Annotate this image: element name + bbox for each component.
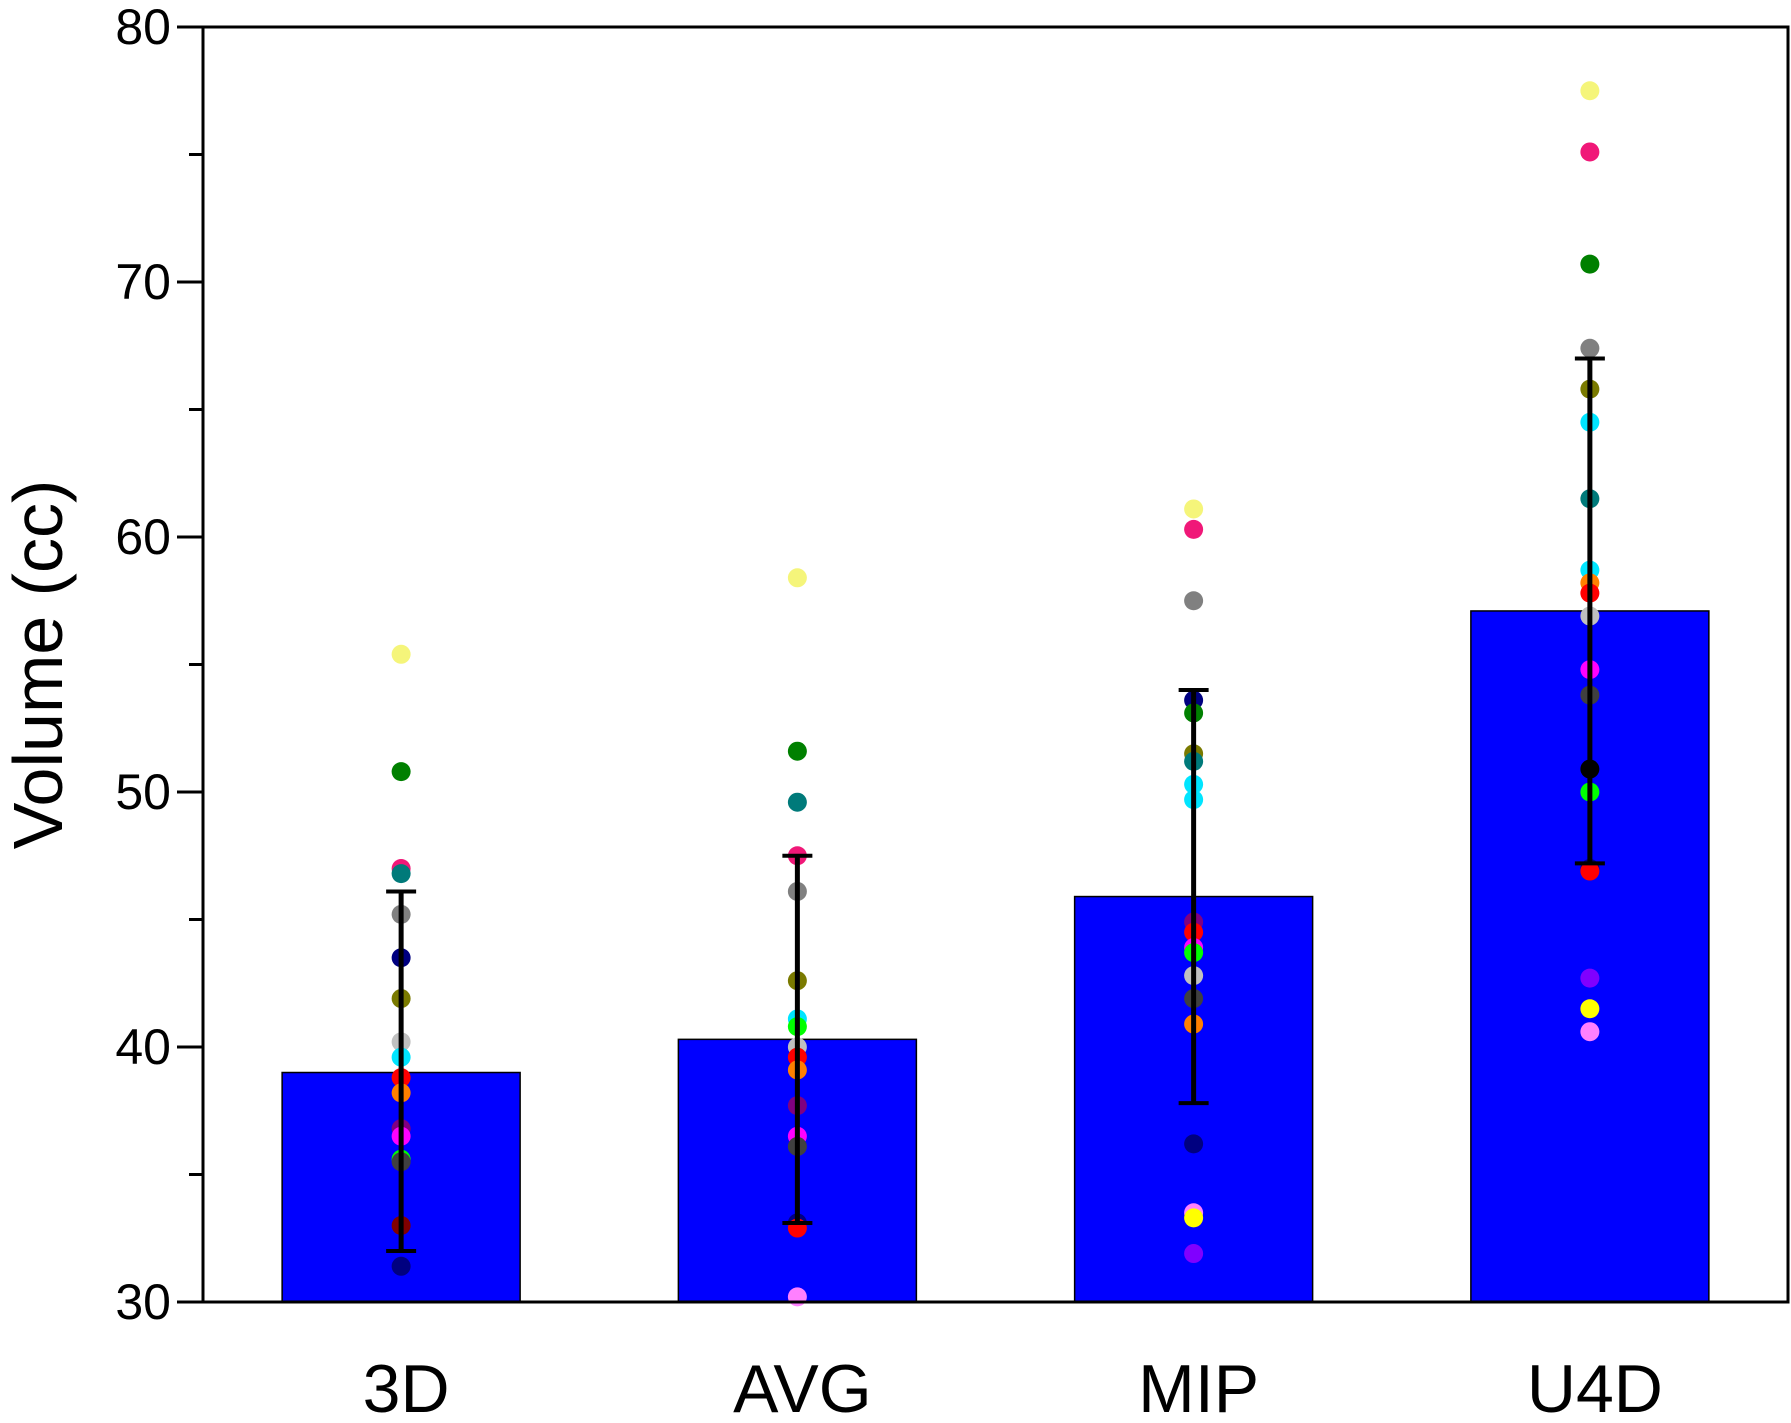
data-point-3d-4 (391, 864, 411, 884)
y-tick-label: 80 (115, 0, 171, 55)
y-tick-label: 40 (115, 1019, 171, 1075)
data-point-avg-3 (787, 792, 807, 812)
y-axis-title: Volume (cc) (0, 480, 77, 850)
y-tick-label: 60 (115, 509, 171, 565)
error-bar-mip (1178, 688, 1209, 1106)
error-bar-u4d (1574, 356, 1605, 866)
x-tick-label-u4d: U4D (1527, 1351, 1663, 1423)
error-bar-3d (386, 889, 417, 1253)
y-tick-label: 30 (115, 1274, 171, 1330)
data-point-mip-17 (1184, 1134, 1204, 1154)
data-point-u4d-20 (1580, 999, 1600, 1019)
data-point-3d-17 (391, 1256, 411, 1276)
y-tick-label: 70 (115, 254, 171, 310)
points-layer (391, 81, 1600, 1307)
errorbars-layer (386, 356, 1605, 1253)
data-point-u4d-2 (1580, 142, 1600, 162)
data-point-mip-2 (1184, 519, 1204, 539)
x-tick-label-mip: MIP (1138, 1351, 1259, 1423)
x-tick-label-avg: AVG (733, 1351, 872, 1423)
data-point-avg-1 (787, 568, 807, 588)
data-point-avg-18 (787, 1287, 807, 1307)
y-tick-label: 50 (115, 764, 171, 820)
data-point-u4d-1 (1580, 81, 1600, 101)
bars-layer (281, 610, 1710, 1303)
y-axis-ticks: 30 40 50 60 70 80 (115, 0, 203, 1330)
data-point-mip-3 (1184, 591, 1204, 611)
data-point-u4d-3 (1580, 254, 1600, 274)
data-point-u4d-21 (1580, 1022, 1600, 1042)
data-point-mip-1 (1184, 499, 1204, 519)
data-point-mip-19 (1184, 1208, 1204, 1228)
data-point-avg-2 (787, 741, 807, 761)
data-point-3d-2 (391, 762, 411, 782)
x-axis-labels: 3D AVG MIP U4D (363, 1351, 1663, 1423)
error-bar-avg (782, 853, 813, 1225)
data-point-u4d-18 (1580, 861, 1600, 881)
data-point-u4d-19 (1580, 968, 1600, 988)
x-tick-label-3d: 3D (363, 1351, 450, 1423)
data-point-u4d-4 (1580, 338, 1600, 358)
data-point-mip-20 (1184, 1244, 1204, 1264)
data-point-3d-1 (391, 644, 411, 664)
